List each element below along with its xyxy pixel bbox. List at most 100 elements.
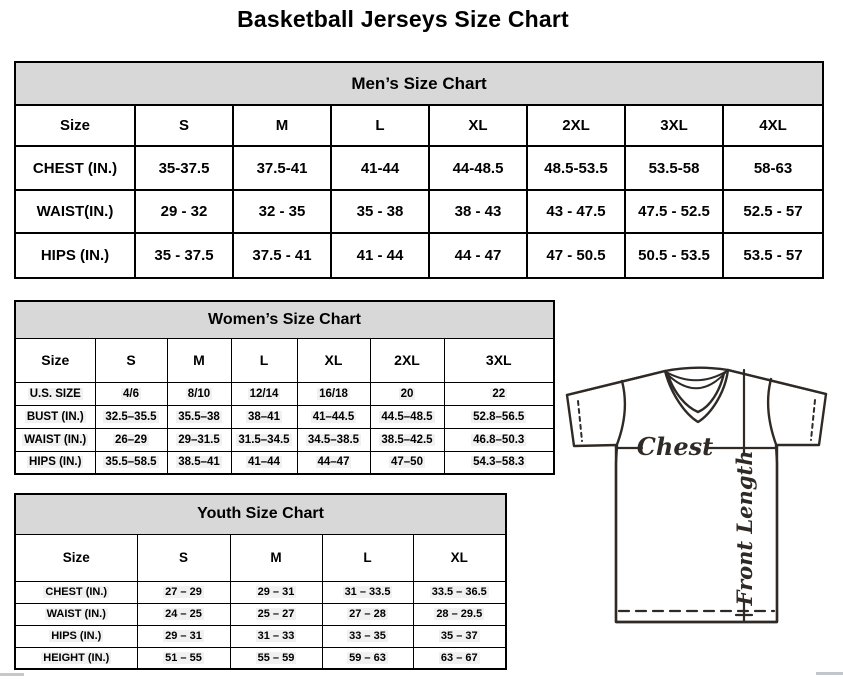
value-cell: 47.5 - 52.5: [624, 189, 724, 234]
table-band-row: Men’s Size Chart: [13, 61, 825, 106]
header-row: Size S M L XL 2XL 3XL 4XL: [14, 104, 825, 147]
collar-inner-v: [666, 371, 726, 414]
table-row: CHEST (IN.) 35-37.5 37.5-41 41-44 44-48.…: [14, 145, 825, 191]
left-sleeve-stitch: [577, 400, 583, 442]
value-cell: 47–50: [369, 450, 445, 475]
value-cell: 52.5 - 57: [721, 189, 825, 234]
row-label: BUST (IN.): [14, 404, 96, 429]
value-cell: 25 – 27: [229, 602, 323, 626]
row-label: U.S. SIZE: [14, 381, 96, 406]
value-cell: 41–44.5: [296, 404, 371, 429]
value-cell: 50.5 - 53.5: [624, 232, 724, 279]
table-row: WAIST(IN.) 29 - 32 32 - 35 35 - 38 38 - …: [14, 189, 825, 234]
value-cell: 48.5-53.5: [526, 145, 626, 191]
header-cell: M: [166, 337, 232, 383]
value-cell: 43 - 47.5: [526, 189, 626, 234]
value-cell: 27 – 29: [136, 580, 231, 604]
row-label: HIPS (IN.): [14, 624, 138, 648]
header-cell: M: [232, 104, 332, 147]
value-cell: 32 - 35: [232, 189, 332, 234]
header-cell: L: [230, 337, 298, 383]
page-title: Basketball Jerseys Size Chart: [237, 6, 569, 32]
value-cell: 44–47: [296, 450, 371, 475]
scrollbar-fragment-left[interactable]: [0, 673, 24, 676]
header-cell: Size: [14, 104, 136, 147]
table-band-row: Youth Size Chart: [14, 493, 507, 535]
value-cell: 35.5–58.5: [94, 450, 168, 475]
value-cell: 41 - 44: [330, 232, 430, 279]
value-cell: 54.3–58.3: [443, 450, 555, 475]
row-label: WAIST(IN.): [14, 189, 136, 234]
header-cell: Size: [14, 337, 96, 383]
value-cell: 20: [369, 381, 445, 406]
value-cell: 29 – 31: [229, 580, 323, 604]
header-row: Size S M L XL 2XL 3XL: [14, 337, 555, 383]
value-cell: 22: [443, 381, 555, 406]
value-cell: 34.5–38.5: [296, 427, 371, 452]
value-cell: 32.5–35.5: [94, 404, 168, 429]
value-cell: 51 – 55: [136, 646, 231, 670]
value-cell: 29 - 32: [134, 189, 234, 234]
value-cell: 47 - 50.5: [526, 232, 626, 279]
jersey-outline: [565, 366, 828, 624]
row-label: HIPS (IN.): [14, 450, 96, 475]
value-cell: 58-63: [721, 145, 825, 191]
header-cell: XL: [412, 533, 507, 582]
value-cell: 38.5–41: [166, 450, 232, 475]
womens-table-title: Women’s Size Chart: [14, 300, 555, 339]
value-cell: 33.5 – 36.5: [412, 580, 507, 604]
value-cell: 52.8–56.5: [443, 404, 555, 429]
value-cell: 63 – 67: [412, 646, 507, 670]
header-cell: S: [136, 533, 231, 582]
header-cell: L: [321, 533, 414, 582]
table-row: BUST (IN.) 32.5–35.5 35.5–38 38–41 41–44…: [14, 404, 555, 429]
row-label: WAIST (IN.): [14, 602, 138, 626]
value-cell: 53.5 - 57: [721, 232, 825, 279]
value-cell: 37.5 - 41: [232, 232, 332, 279]
header-cell: 2XL: [369, 337, 445, 383]
collar-back-arc-1: [665, 370, 728, 382]
value-cell: 31 – 33: [229, 624, 323, 648]
table-row: WAIST (IN.) 24 – 25 25 – 27 27 – 28 28 –…: [14, 602, 507, 626]
front-length-label: Front Length: [732, 451, 757, 607]
header-cell: 4XL: [721, 104, 825, 147]
header-row: Size S M L XL: [14, 533, 507, 582]
header-cell: S: [94, 337, 168, 383]
value-cell: 44 - 47: [428, 232, 528, 279]
value-cell: 55 – 59: [229, 646, 323, 670]
header-cell: XL: [296, 337, 371, 383]
row-label: HIPS (IN.): [14, 232, 136, 279]
row-label: WAIST (IN.): [14, 427, 96, 452]
right-armscye-seam: [766, 377, 779, 449]
header-cell: 2XL: [526, 104, 626, 147]
value-cell: 35-37.5: [134, 145, 234, 191]
value-cell: 24 – 25: [136, 602, 231, 626]
value-cell: 59 – 63: [321, 646, 414, 670]
scrollbar-fragment-right[interactable]: [816, 672, 843, 675]
header-cell: Size: [14, 533, 138, 582]
value-cell: 8/10: [166, 381, 232, 406]
collar-outer-v: [663, 368, 730, 424]
header-cell: 3XL: [443, 337, 555, 383]
mens-size-table: Men’s Size Chart Size S M L XL 2XL 3XL 4…: [13, 61, 825, 279]
value-cell: 12/14: [230, 381, 298, 406]
youth-size-table: Youth Size Chart Size S M L XL CHEST (IN…: [14, 493, 508, 670]
table-row: HIPS (IN.) 35.5–58.5 38.5–41 41–44 44–47…: [14, 450, 555, 475]
header-cell: S: [134, 104, 234, 147]
value-cell: 27 – 28: [321, 602, 414, 626]
header-cell: M: [229, 533, 323, 582]
table-row: CHEST (IN.) 27 – 29 29 – 31 31 – 33.5 33…: [14, 580, 507, 604]
value-cell: 35 - 38: [330, 189, 430, 234]
youth-table-title: Youth Size Chart: [14, 493, 507, 535]
header-cell: 3XL: [624, 104, 724, 147]
value-cell: 28 – 29.5: [412, 602, 507, 626]
header-cell: XL: [428, 104, 528, 147]
value-cell: 46.8–50.3: [443, 427, 555, 452]
value-cell: 53.5-58: [624, 145, 724, 191]
value-cell: 37.5-41: [232, 145, 332, 191]
value-cell: 29 – 31: [136, 624, 231, 648]
chest-label: Chest: [637, 432, 713, 461]
table-row: HIPS (IN.) 29 – 31 31 – 33 33 – 35 35 – …: [14, 624, 507, 648]
value-cell: 41–44: [230, 450, 298, 475]
table-row: HIPS (IN.) 35 - 37.5 37.5 - 41 41 - 44 4…: [14, 232, 825, 279]
